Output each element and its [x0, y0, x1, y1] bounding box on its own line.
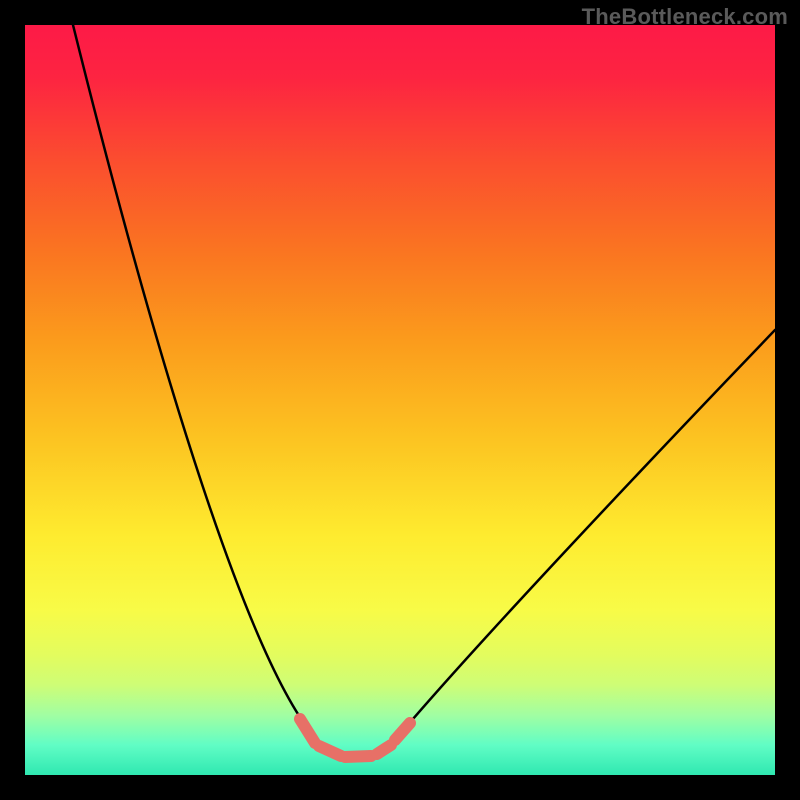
- watermark-text: TheBottleneck.com: [582, 4, 788, 30]
- chart-frame: TheBottleneck.com: [0, 0, 800, 800]
- plot-area: [25, 25, 775, 775]
- gradient-background: [25, 25, 775, 775]
- plot-svg: [25, 25, 775, 775]
